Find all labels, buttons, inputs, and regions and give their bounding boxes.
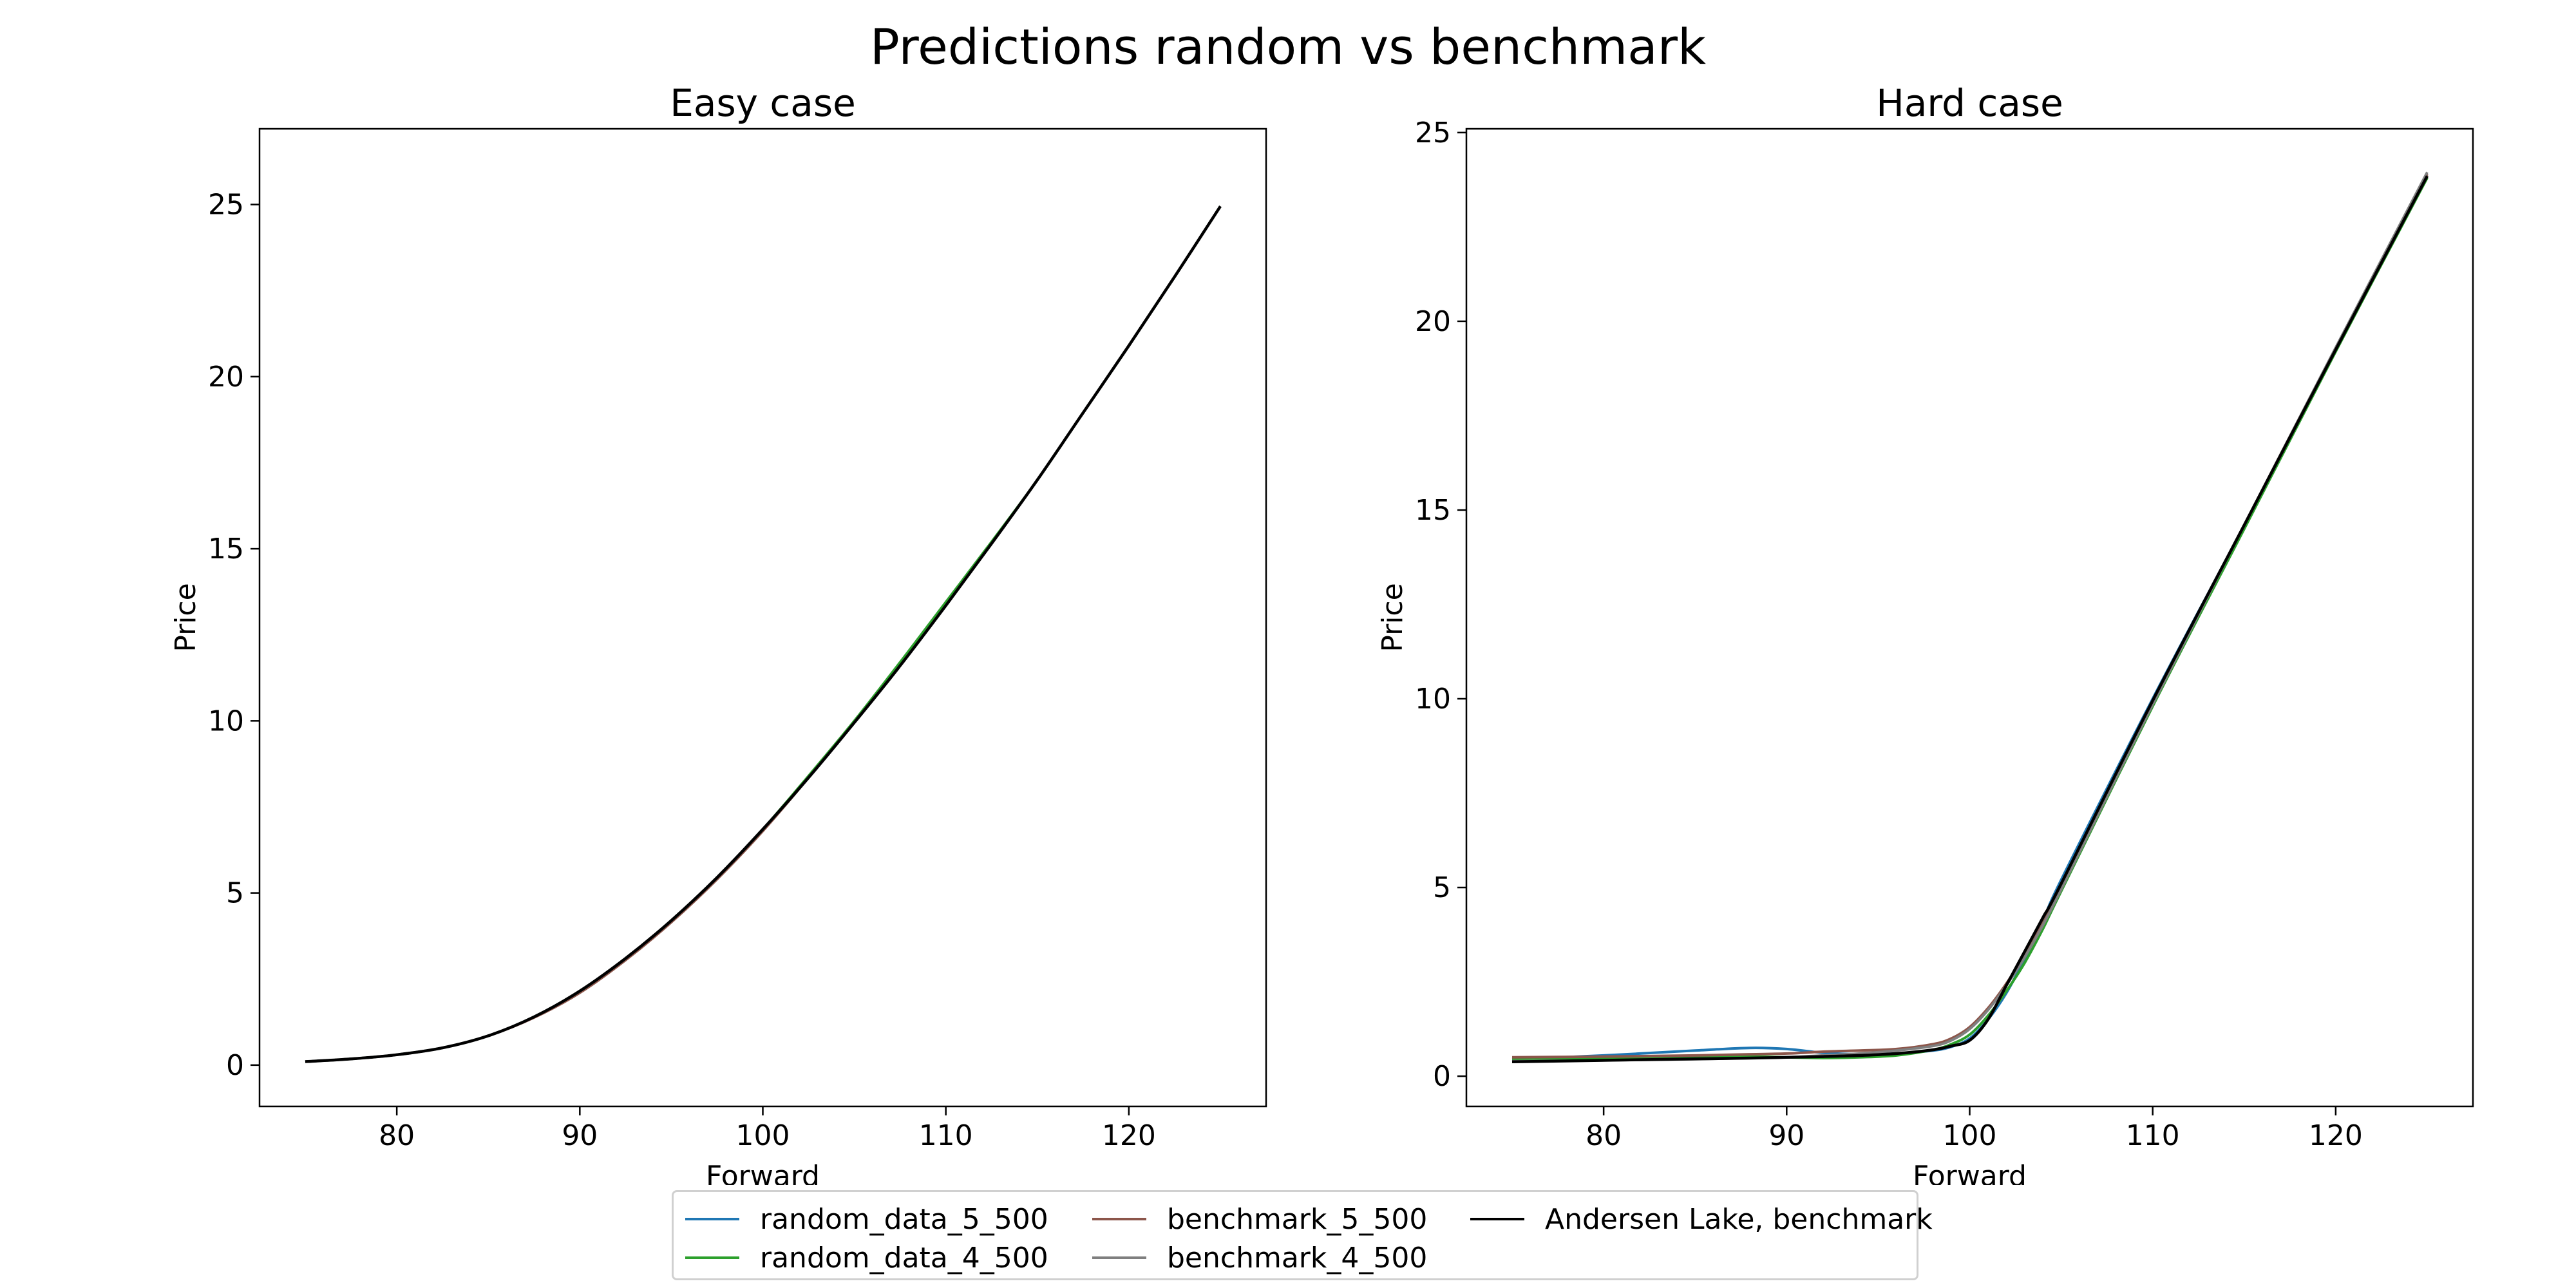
- y-axis-label: Price: [169, 583, 202, 652]
- y-tick-label: 20: [208, 361, 244, 393]
- legend-label: random_data_5_500: [760, 1202, 1048, 1236]
- legend-swatch: [1092, 1256, 1146, 1259]
- x-tick-label: 100: [736, 1119, 790, 1152]
- y-tick-label: 10: [1415, 683, 1451, 715]
- legend-label: benchmark_4_500: [1167, 1241, 1428, 1274]
- y-axis-label: Price: [1376, 583, 1409, 652]
- chart-title: Hard case: [1876, 81, 2063, 125]
- easy-case-chart: 80 90 100 110 120 0 5 10 15 20 25 Easy case Forward P…: [169, 81, 1267, 1185]
- legend-swatch: [1092, 1218, 1146, 1220]
- legend-swatch: [685, 1218, 739, 1220]
- hard-case-chart: 80 90 100 110 120 0 5 10 15 20 25 Hard case Forward P…: [1376, 81, 2474, 1185]
- legend-item: Andersen Lake, benchmark: [1470, 1201, 1933, 1237]
- y-tick-label: 20: [1415, 305, 1451, 338]
- x-tick-label: 120: [2309, 1119, 2363, 1152]
- plot-area: [1511, 171, 2429, 1064]
- series-line-andersen-lake-benchmark: [1511, 175, 2429, 1064]
- x-tick-label: 80: [1586, 1119, 1622, 1152]
- y-tick-label: 5: [1433, 871, 1451, 904]
- figure-title: Predictions random vs benchmark: [870, 18, 1706, 75]
- x-axis-label: Forward: [706, 1160, 820, 1185]
- y-tick-label: 5: [226, 877, 244, 910]
- y-tick-label: 10: [208, 705, 244, 737]
- legend-item: benchmark_5_500: [1092, 1201, 1427, 1237]
- y-tick-label: 25: [1415, 117, 1451, 149]
- legend-swatch: [685, 1256, 739, 1259]
- series-line-andersen-lake-benchmark: [305, 205, 1222, 1063]
- chart-title: Easy case: [670, 81, 856, 125]
- series-line-random-data-4-500: [1511, 177, 2429, 1061]
- x-tick-label: 90: [562, 1119, 598, 1152]
- legend-label: Andersen Lake, benchmark: [1545, 1202, 1933, 1236]
- series-line-random-data-5-500: [1511, 173, 2429, 1061]
- x-tick-label: 90: [1768, 1119, 1804, 1152]
- x-tick-label: 80: [379, 1119, 415, 1152]
- x-tick-label: 110: [919, 1119, 973, 1152]
- y-tick-label: 15: [208, 533, 244, 565]
- x-tick-label: 100: [1943, 1119, 1997, 1152]
- x-tick-label: 120: [1102, 1119, 1156, 1152]
- y-tick-label: 0: [1433, 1060, 1451, 1093]
- axes-frame: [1465, 128, 2474, 1108]
- series-line-benchmark-5-500: [1511, 173, 2429, 1059]
- legend-swatch: [1470, 1218, 1524, 1220]
- x-axis-label: Forward: [1913, 1160, 2027, 1185]
- y-tick-label: 25: [208, 189, 244, 222]
- y-tick-label: 0: [226, 1049, 244, 1082]
- legend-item: benchmark_4_500: [1092, 1240, 1427, 1276]
- legend: random_data_5_500 random_data_4_500 benc…: [672, 1190, 1933, 1280]
- legend-item: random_data_4_500: [685, 1240, 1048, 1276]
- plot-area: [305, 205, 1222, 1063]
- x-tick-label: 110: [2126, 1119, 2180, 1152]
- legend-item: random_data_5_500: [685, 1201, 1048, 1237]
- legend-label: random_data_4_500: [760, 1241, 1048, 1274]
- series-line-benchmark-4-500: [1511, 171, 2429, 1063]
- y-tick-label: 15: [1415, 494, 1451, 527]
- legend-label: benchmark_5_500: [1167, 1202, 1428, 1236]
